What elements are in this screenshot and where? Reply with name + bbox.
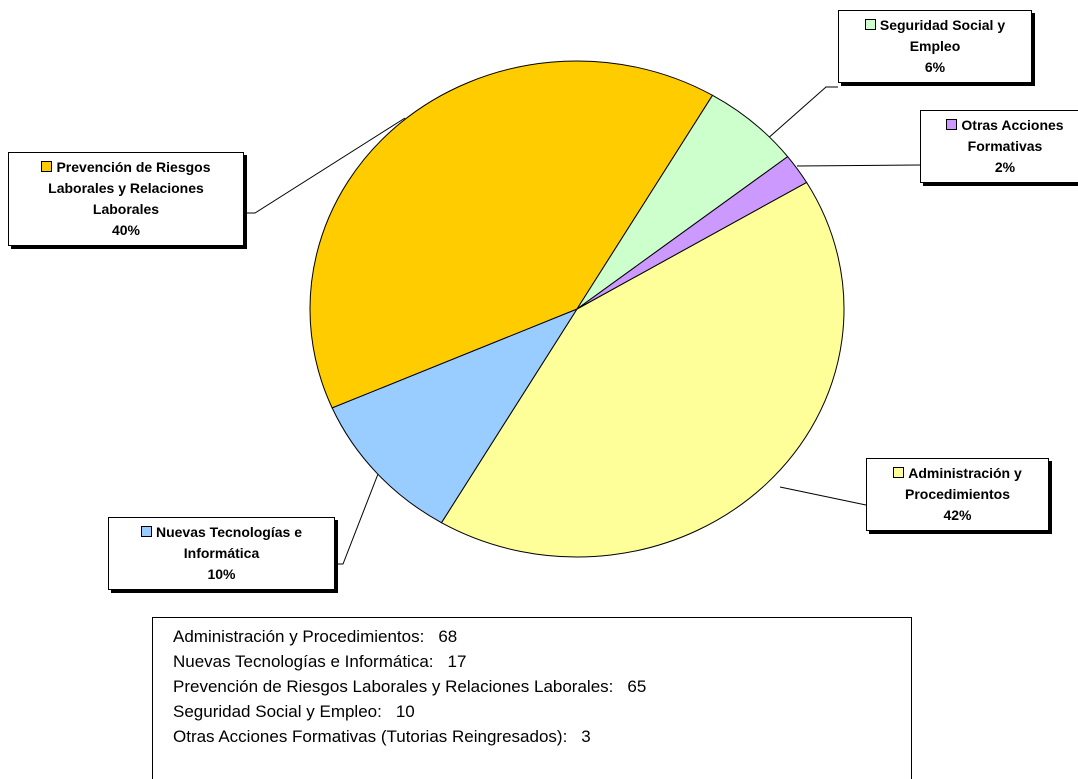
category-label: Nuevas Tecnologías e Informática [155, 524, 302, 561]
pie-slice [576, 155, 808, 310]
pie-slice [309, 60, 714, 409]
legend-swatch [893, 467, 905, 478]
percent-label: 6% [924, 59, 946, 75]
leader-line [756, 86, 838, 149]
note-row: Nuevas Tecnologías e Informática: 17 [173, 649, 891, 674]
slice-label: Administración y Procedimientos 42% [866, 458, 1049, 531]
category-label: Prevención de Riesgos Laborales y Relaci… [48, 159, 211, 217]
legend-swatch [864, 19, 876, 30]
leader-line [244, 117, 406, 214]
leader-line [335, 473, 379, 565]
category-label: Seguridad Social y Empleo [879, 17, 1006, 54]
note-label: Seguridad Social y Empleo: [173, 702, 382, 721]
note-value: 3 [581, 727, 591, 746]
legend-swatch [140, 526, 152, 537]
leader-line [796, 164, 921, 167]
note-row: Prevención de Riesgos Laborales y Relaci… [173, 674, 891, 699]
percent-label: 10% [207, 566, 236, 582]
pie-slice [331, 307, 579, 524]
category-label: Otras Acciones Formativas [961, 117, 1064, 154]
note-label: Otras Acciones Formativas (Tutorias Rein… [173, 727, 568, 746]
note-value: 65 [627, 677, 647, 696]
note-label: Prevención de Riesgos Laborales y Relaci… [173, 677, 614, 696]
note-row: Administración y Procedimientos: 68 [173, 624, 891, 649]
note-label: Administración y Procedimientos: [173, 627, 425, 646]
note-row: Otras Acciones Formativas (Tutorias Rein… [173, 724, 891, 749]
note-value: 10 [395, 702, 415, 721]
note-label: Nuevas Tecnologías e Informática: [173, 652, 434, 671]
slice-label: Prevención de Riesgos Laborales y Relaci… [8, 152, 244, 246]
pie-slice [440, 181, 845, 558]
slice-label: Otras Acciones Formativas 2% [920, 110, 1078, 183]
legend-swatch [41, 161, 53, 172]
leader-line [779, 486, 867, 506]
percent-label: 2% [994, 159, 1016, 175]
note-box: Administración y Procedimientos: 68 Nuevas… [152, 617, 912, 779]
note-value: 17 [447, 652, 467, 671]
slice-label: Nuevas Tecnologías e Informática 10% [108, 517, 335, 590]
note-value: 68 [438, 627, 458, 646]
percent-label: 42% [943, 507, 972, 523]
legend-swatch [946, 119, 958, 130]
percent-label: 40% [111, 222, 141, 238]
slice-label: Seguridad Social y Empleo 6% [838, 10, 1032, 83]
category-label: Administración y Procedimientos [904, 465, 1022, 502]
note-row: Seguridad Social y Empleo: 10 [173, 699, 891, 724]
